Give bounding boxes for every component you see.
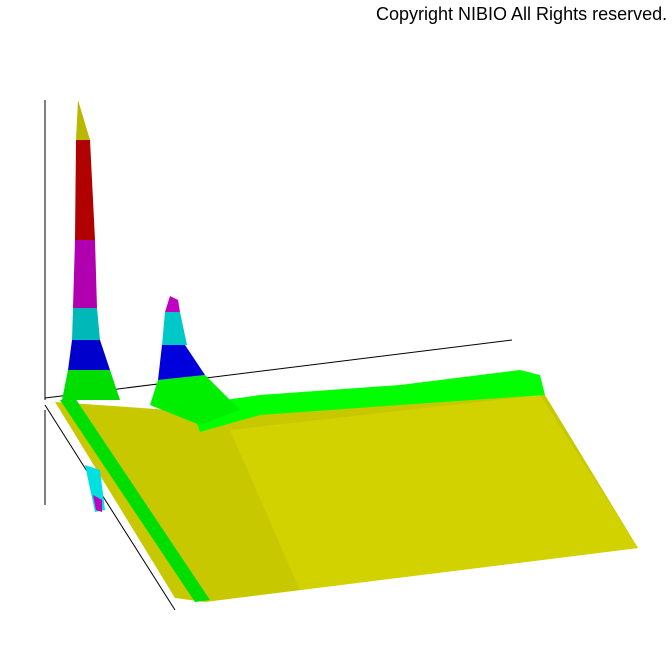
- second-peak: [150, 296, 240, 425]
- main-peak: [62, 100, 120, 400]
- surface-highlight: [230, 395, 638, 590]
- peak-band: [150, 375, 240, 425]
- peak-band: [158, 345, 205, 380]
- ridge-band: [190, 370, 545, 432]
- peak-band: [76, 100, 90, 140]
- depth-axis: [44, 404, 176, 611]
- back-axis: [44, 339, 513, 399]
- peak-band: [62, 370, 120, 400]
- peak-band: [73, 240, 97, 308]
- peak-band: [162, 312, 187, 345]
- copyright: Copyright NIBIO All Rights reserved.: [376, 4, 668, 24]
- peak-band: [68, 340, 110, 370]
- front-ridge-magenta: [93, 495, 102, 512]
- axes: [44, 100, 513, 611]
- peak-band: [165, 296, 180, 312]
- peak-band: [72, 308, 100, 340]
- front-ridge: [60, 398, 210, 602]
- peak-band: [75, 140, 95, 240]
